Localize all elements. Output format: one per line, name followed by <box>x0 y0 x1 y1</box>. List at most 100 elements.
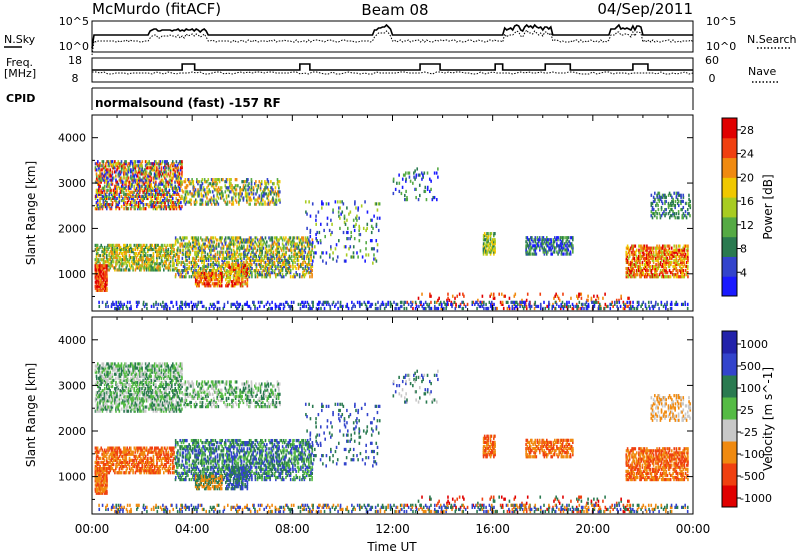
power-cell <box>115 180 117 184</box>
power-cell <box>153 200 156 205</box>
power-cell <box>135 200 138 205</box>
power-cell <box>108 192 111 196</box>
power-cell <box>228 182 231 186</box>
power-cell <box>213 248 216 252</box>
power-cell <box>282 252 285 256</box>
power-cell <box>627 304 629 309</box>
power-cell <box>181 162 183 166</box>
power-cell <box>494 238 496 242</box>
power-cell <box>269 190 272 194</box>
power-cell <box>108 184 110 188</box>
power-cell <box>186 271 188 275</box>
power-cell <box>154 190 157 194</box>
power-cell <box>142 172 145 176</box>
power-cell <box>194 250 196 254</box>
power-cell <box>124 247 126 252</box>
power-cell <box>682 205 685 210</box>
power-cell <box>242 260 245 265</box>
power-cell <box>249 246 252 250</box>
power-cell <box>195 238 197 242</box>
power-cell <box>218 188 221 192</box>
power-cell <box>115 174 117 178</box>
power-cell <box>222 244 225 248</box>
power-cell <box>94 258 97 262</box>
power-cell <box>196 194 199 198</box>
power-cell <box>246 278 249 282</box>
power-cell <box>144 172 147 176</box>
power-cell <box>103 260 106 264</box>
power-cell <box>244 184 247 188</box>
power-cell <box>164 168 166 172</box>
power-cell <box>150 166 153 170</box>
power-cell <box>361 255 364 259</box>
power-cell <box>204 254 207 258</box>
power-cell <box>140 196 142 201</box>
power-cell <box>195 252 198 256</box>
power-cell <box>308 258 310 262</box>
power-cell <box>107 247 109 252</box>
power-cell <box>117 243 120 248</box>
power-cell <box>201 250 203 254</box>
power-cell <box>176 238 179 242</box>
power-cell <box>268 271 270 275</box>
power-cell <box>270 271 273 275</box>
power-cell <box>177 182 180 186</box>
power-cell <box>197 240 200 244</box>
power-cell <box>209 250 211 254</box>
power-cell <box>332 208 334 212</box>
power-cell <box>637 254 640 258</box>
power-cell <box>94 276 97 280</box>
power-cell <box>125 258 128 262</box>
power-cell <box>175 188 177 192</box>
power-cell <box>206 236 209 240</box>
power-cell <box>612 304 614 309</box>
power-cell <box>123 302 125 307</box>
power-cell <box>233 265 236 270</box>
power-cell <box>136 178 139 182</box>
power-cell <box>133 251 136 256</box>
power-cell <box>264 262 267 267</box>
power-cell <box>246 267 249 272</box>
power-cell <box>154 186 157 190</box>
power-cell <box>107 184 109 188</box>
power-cell <box>342 230 345 235</box>
power-cell <box>281 238 284 242</box>
power-cell <box>285 273 287 277</box>
power-cell <box>142 176 145 180</box>
power-cell <box>278 242 280 246</box>
power-cell <box>213 196 215 200</box>
power-cell <box>154 243 156 248</box>
power-cell <box>96 243 99 248</box>
power-cell <box>375 222 378 226</box>
power-cell <box>201 182 204 186</box>
power-cell <box>200 180 203 184</box>
power-cell <box>96 245 99 250</box>
power-cell <box>204 256 207 260</box>
power-cell <box>412 181 414 185</box>
power-cell <box>205 236 208 240</box>
power-cell <box>103 192 106 196</box>
power-cell <box>163 192 165 196</box>
power-cell <box>98 168 100 172</box>
power-cell <box>195 264 197 269</box>
power-cell <box>249 260 252 265</box>
power-cell <box>193 260 195 265</box>
power-cell <box>205 264 208 269</box>
power-cell <box>250 258 252 262</box>
power-cell <box>352 218 355 222</box>
power-cell <box>115 249 117 254</box>
power-cell <box>112 254 115 258</box>
power-cell <box>144 178 147 182</box>
power-cell <box>196 262 199 267</box>
power-cell <box>158 188 161 192</box>
power-cell <box>203 242 205 246</box>
power-cell <box>298 264 301 269</box>
power-cell <box>179 271 181 275</box>
power-cell <box>221 236 223 240</box>
power-cell <box>213 246 215 250</box>
power-cell <box>261 194 264 198</box>
power-cell <box>223 266 226 271</box>
power-cell <box>302 250 304 254</box>
power-cell <box>316 230 318 235</box>
power-cell <box>298 240 301 244</box>
